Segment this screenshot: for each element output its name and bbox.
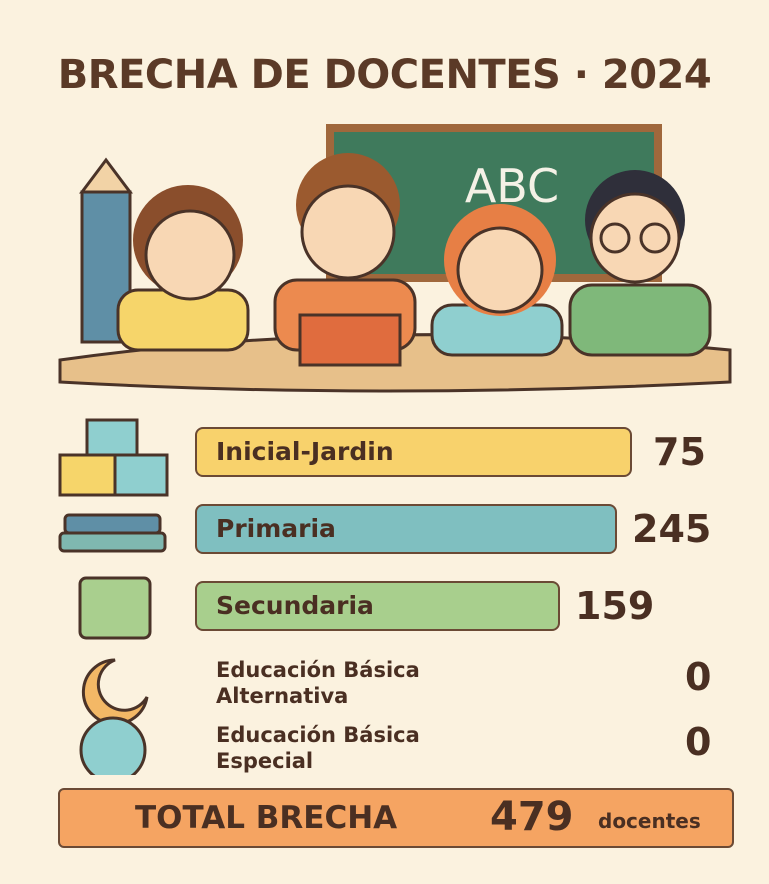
- total-value: 479: [490, 794, 574, 840]
- block: [85, 418, 139, 462]
- item-label: Educación Básica Especial: [216, 723, 420, 773]
- item-value: 159: [575, 584, 655, 628]
- block: [113, 453, 169, 497]
- item-value: 0: [685, 655, 712, 699]
- total-box: [58, 788, 734, 848]
- book-icon: [58, 531, 167, 553]
- item-value: 245: [632, 507, 712, 551]
- item-label: Secundaria: [216, 591, 374, 620]
- calculator-icon: [78, 576, 152, 640]
- kid-face: [456, 226, 544, 314]
- title: BRECHA DE DOCENTES · 2024: [57, 52, 712, 98]
- illustration: ABC: [58, 124, 732, 393]
- bar: [195, 504, 617, 554]
- moon-icon: [81, 658, 149, 726]
- item-value: 0: [685, 720, 712, 764]
- glasses: [639, 222, 671, 254]
- glasses: [599, 222, 631, 254]
- board-text: ABC: [465, 159, 559, 213]
- item-value: 75: [653, 430, 706, 474]
- kid-face: [589, 192, 681, 284]
- total-label: TOTAL BRECHA: [135, 800, 398, 836]
- pencil-tip: [79, 157, 133, 194]
- kid-body: [568, 283, 712, 357]
- item-label: Inicial-Jardin: [216, 437, 394, 466]
- pencil: [80, 190, 132, 344]
- icons: [58, 418, 169, 775]
- book-icon: [63, 513, 162, 535]
- kid-face: [144, 209, 236, 301]
- block: [58, 453, 117, 497]
- bar: [195, 581, 560, 631]
- smile-icon: [79, 716, 147, 775]
- book: [298, 313, 402, 367]
- bar: [195, 427, 632, 477]
- item-label: Primaria: [216, 514, 336, 543]
- kid-face: [300, 184, 396, 280]
- item-label: Educación Básica Alternativa: [216, 658, 420, 708]
- total-unit: docentes: [598, 809, 701, 833]
